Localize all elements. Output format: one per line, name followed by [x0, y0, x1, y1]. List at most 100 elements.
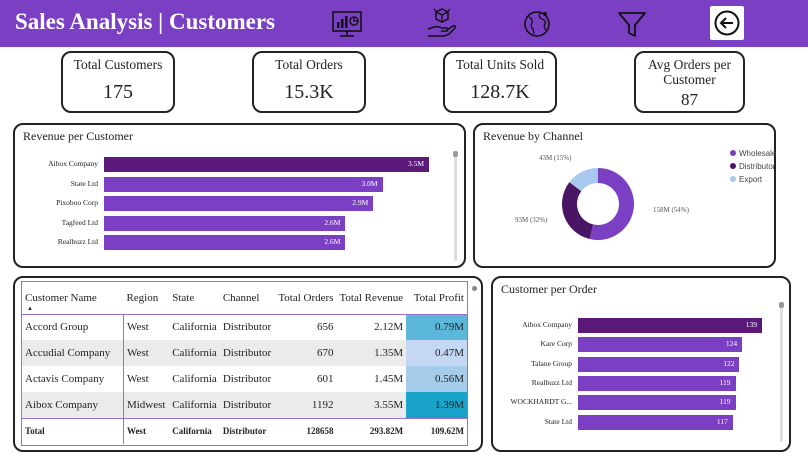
table-header-row: Customer Name Region State Channel Total…: [22, 282, 467, 314]
table-row[interactable]: Actavis Company West California Distributor…: [22, 366, 467, 392]
bar-row[interactable]: Aibox Company 139: [522, 318, 762, 333]
bar-value-label: 3.0M: [361, 178, 378, 188]
bar[interactable]: 119: [578, 375, 736, 391]
filter-icon[interactable]: [615, 7, 649, 41]
cell-channel: Distributor: [222, 426, 267, 437]
donut-chart: [562, 168, 634, 240]
bar-value-label: 2.6M: [324, 217, 341, 227]
bar-row[interactable]: Pixoboo Corp 2.9M: [56, 196, 429, 211]
cell-state: California: [169, 340, 220, 366]
bar[interactable]: 119: [578, 395, 736, 411]
sort-arrow-icon[interactable]: ▲: [27, 306, 33, 312]
dashboard-icon[interactable]: [330, 7, 364, 41]
donut-slice-wholesale[interactable]: [589, 168, 634, 240]
kpi-label: Total Customers: [73, 57, 163, 72]
bar[interactable]: 2.6M: [104, 235, 346, 250]
bar-value-label: 122: [723, 358, 735, 368]
donut-slice-export[interactable]: [569, 168, 598, 192]
scrollbar[interactable]: [472, 286, 477, 446]
table-row[interactable]: Aibox Company Midwest California Distributo…: [22, 392, 467, 418]
cell-total-profit: 1.39M: [406, 392, 467, 418]
scrollbar[interactable]: [779, 302, 784, 442]
table-total-row: Total West California Distributor 128658 293.…: [22, 418, 467, 444]
back-button[interactable]: [710, 6, 744, 40]
product-hand-icon[interactable]: [425, 7, 459, 41]
column-header[interactable]: Channel: [222, 291, 260, 304]
cell-total-profit: 109.62M: [430, 426, 464, 437]
cell-customer-name: Accord Group: [22, 314, 124, 340]
kpi-label: Total Units Sold: [455, 57, 545, 72]
bar-row[interactable]: Realbuzz Ltd 2.6M: [58, 235, 429, 250]
cell-total-orders: 670: [274, 340, 337, 366]
bar[interactable]: 124: [578, 337, 743, 353]
bar-chart: Aibox Company 3.5M State Ltd 3.0M Pixoboo Co…: [48, 157, 444, 257]
bar[interactable]: 122: [578, 356, 740, 372]
kpi-label: Avg Orders per Customer: [648, 57, 731, 87]
bar-value-label: 2.6M: [324, 237, 341, 246]
panel-title: Revenue by Channel: [483, 129, 583, 143]
cell-region: West: [123, 340, 170, 366]
bar-row[interactable]: Kare Corp 124: [541, 337, 762, 353]
bar-row[interactable]: Talane Group 122: [531, 356, 762, 372]
cell-total-orders: 601: [316, 373, 334, 385]
bar-category-label: Kare Corp: [540, 339, 572, 349]
cell-state: California: [172, 426, 212, 437]
table-row[interactable]: Accord Group West California Distributor 656…: [22, 314, 467, 340]
bar-row[interactable]: Aibox Company 3.5M: [48, 157, 429, 172]
bar-value-label: 119: [719, 397, 731, 407]
cell-region: Midwest: [123, 392, 170, 418]
donut-slice-distributor[interactable]: [562, 182, 594, 240]
bar-category-label: Tagfeed Ltd: [61, 217, 98, 227]
kpi-total-orders: Total Orders 15.3K: [252, 51, 366, 113]
legend-item[interactable]: Distributor: [730, 162, 776, 175]
bar-row[interactable]: State Ltd 3.0M: [71, 176, 429, 192]
bar[interactable]: 2.9M: [104, 196, 374, 211]
bar-row[interactable]: State Ltd 117: [545, 414, 762, 430]
revenue-by-channel-panel: Revenue by Channel 43M (15%) 93M (32%) 1…: [473, 123, 776, 268]
bar-category-label: State Ltd: [70, 178, 98, 188]
column-header[interactable]: Customer Name: [25, 291, 97, 304]
legend-item[interactable]: Export: [730, 175, 776, 188]
bar-row[interactable]: Realbuzz Ltd 119: [532, 375, 762, 391]
bar-value-label: 117: [716, 416, 728, 426]
legend-dot: [730, 176, 736, 182]
bar-row[interactable]: WOCKHARDT G... 119: [510, 395, 762, 411]
cell-customer-name: Actavis Company: [22, 366, 124, 392]
kpi-value: 128.7K: [470, 81, 530, 103]
cell-channel: Distributor: [219, 392, 275, 418]
cell-total-orders: 128658: [306, 426, 334, 437]
column-header[interactable]: Total Revenue: [339, 291, 404, 304]
cell-channel: Distributor: [219, 340, 275, 366]
bar-value-label: 139: [745, 320, 757, 329]
bar[interactable]: 117: [578, 414, 733, 430]
cell-total-profit: 0.79M: [406, 314, 467, 340]
kpi-avg-orders: Avg Orders per Customer 87: [634, 51, 745, 113]
scroll-thumb[interactable]: [472, 286, 477, 291]
bar[interactable]: 3.0M: [104, 176, 383, 192]
cell-total-revenue: 1.35M: [336, 340, 407, 366]
kpi-label: Total Orders: [275, 57, 343, 72]
scrollbar[interactable]: [453, 151, 458, 261]
column-header[interactable]: Total Orders: [278, 291, 334, 304]
column-header[interactable]: Region: [126, 291, 159, 304]
legend-label: Distributor: [739, 162, 776, 171]
scroll-thumb[interactable]: [453, 151, 458, 157]
bar-row[interactable]: Tagfeed Ltd 2.6M: [62, 215, 429, 231]
table-row[interactable]: Accudial Company West California Distributo…: [22, 340, 467, 366]
bar-value-label: 119: [719, 377, 731, 387]
donut-label-distributor: 93M (32%): [515, 216, 548, 224]
kpi-value: 15.3K: [284, 81, 334, 103]
bar-value-label: 124: [725, 339, 738, 349]
legend-item[interactable]: Wholesale: [730, 149, 776, 162]
donut-label-export: 43M (15%): [539, 154, 572, 162]
column-header[interactable]: Total Profit: [413, 291, 464, 304]
bar[interactable]: 2.6M: [104, 215, 346, 231]
cell-region: West: [126, 426, 146, 437]
bar[interactable]: 3.5M: [104, 157, 429, 172]
scroll-thumb[interactable]: [779, 302, 784, 308]
cell-total-label: Total: [22, 418, 124, 444]
column-header[interactable]: State: [172, 291, 195, 304]
bar[interactable]: 139: [578, 318, 762, 333]
kpi-value: 87: [681, 90, 698, 109]
globe-icon[interactable]: [520, 7, 554, 41]
